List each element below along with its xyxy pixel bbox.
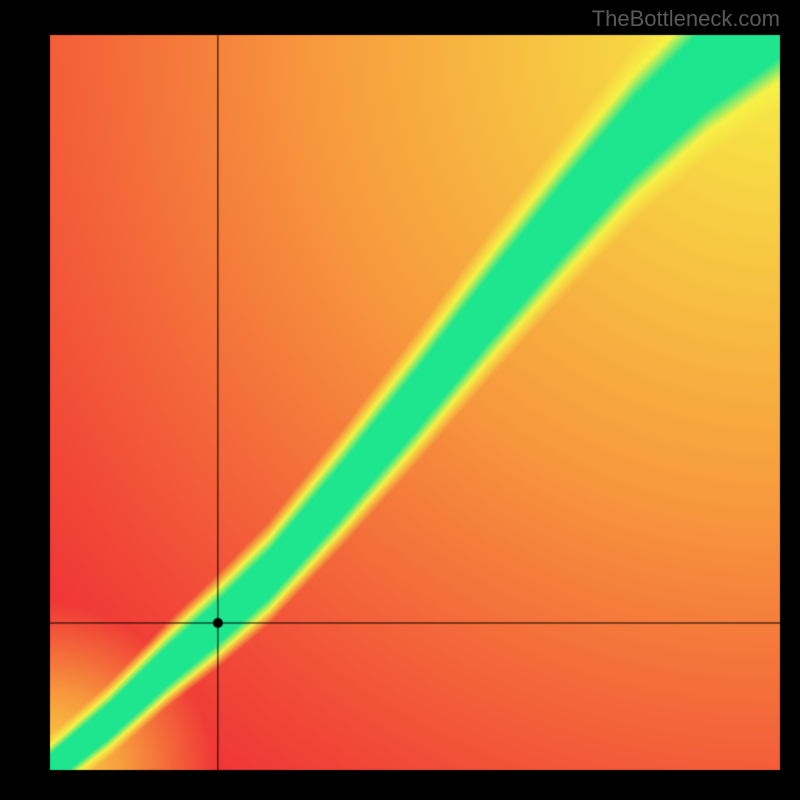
chart-container: TheBottleneck.com <box>0 0 800 800</box>
bottleneck-heatmap <box>0 0 800 800</box>
watermark-text: TheBottleneck.com <box>592 6 780 32</box>
